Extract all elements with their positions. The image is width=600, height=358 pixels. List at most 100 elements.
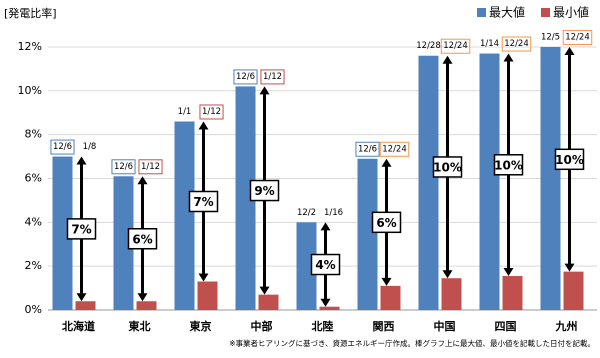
legend-swatch [541, 8, 550, 17]
arrow-head [564, 263, 575, 272]
date-label: 12/6 [114, 162, 133, 172]
bar [174, 121, 195, 310]
date-label: 12/28 [416, 41, 441, 51]
arrow-head [442, 55, 453, 64]
date-label: 1/12 [141, 162, 160, 172]
difference-box [249, 179, 280, 202]
arrow-head [442, 270, 453, 279]
x-tick-label: 北陸 [312, 319, 334, 333]
difference-label: 10% [494, 158, 523, 172]
x-tick-label: 中国 [434, 319, 456, 333]
x-tick-label: 四国 [495, 320, 517, 333]
bar [52, 156, 73, 310]
y-axis-title: [発電比率] [4, 6, 57, 20]
date-label: 12/6 [358, 144, 377, 154]
bar [75, 301, 96, 310]
date-label: 1/12 [263, 72, 282, 82]
date-box [111, 159, 136, 175]
arrow-head [198, 273, 209, 282]
date-label: 1/12 [202, 107, 221, 117]
arrow-head [320, 222, 331, 231]
arrow-head [381, 277, 392, 286]
difference-label: 4% [315, 258, 335, 272]
date-box [138, 159, 163, 175]
bar [502, 276, 523, 310]
x-tick-label: 九州 [555, 319, 578, 333]
x-tick-label: 東北 [129, 319, 151, 333]
bar [296, 222, 317, 310]
bar [258, 294, 279, 310]
difference-box [371, 211, 402, 234]
arrow-head [503, 268, 514, 277]
difference-box [310, 253, 341, 276]
bar [319, 306, 340, 310]
legend-label: 最大値 [489, 5, 525, 20]
bar [380, 285, 401, 310]
date-box [562, 29, 593, 45]
date-box [355, 141, 380, 157]
date-box [379, 141, 410, 157]
x-tick-label: 東京 [190, 319, 212, 333]
date-box [233, 69, 258, 85]
date-label: 12/6 [236, 72, 255, 82]
y-tick-label: 0% [25, 303, 42, 316]
x-tick-label: 北海道 [62, 319, 95, 333]
y-tick-label: 2% [25, 259, 42, 272]
arrow-head [564, 46, 575, 55]
bar [441, 278, 462, 310]
bar [197, 281, 218, 310]
arrow-head [76, 293, 87, 302]
date-label: 1/16 [324, 208, 343, 218]
difference-box [493, 154, 524, 176]
bar [418, 55, 439, 311]
arrow-head [381, 158, 392, 167]
date-label: 1/8 [83, 142, 97, 152]
legend-swatch [477, 8, 486, 17]
difference-label: 6% [132, 232, 152, 246]
difference-label: 7% [193, 195, 213, 209]
difference-label: 6% [376, 216, 396, 230]
difference-box [188, 190, 219, 213]
arrow-head [503, 53, 514, 62]
bar [235, 86, 256, 310]
difference-box [66, 218, 97, 240]
difference-label: 10% [433, 160, 462, 174]
bar [479, 53, 500, 310]
bar [563, 271, 584, 310]
date-label: 12/24 [443, 41, 468, 51]
y-tick-label: 10% [18, 84, 42, 97]
y-tick-label: 12% [18, 40, 42, 53]
difference-box [554, 148, 585, 171]
arrow-head [198, 121, 209, 130]
date-label: 12/24 [565, 32, 590, 42]
arrow-head [137, 176, 148, 185]
arrow-head [76, 156, 87, 165]
date-box [260, 69, 285, 85]
date-box [199, 104, 224, 120]
arrow-head [137, 293, 148, 302]
y-tick-label: 4% [25, 215, 42, 228]
difference-box [432, 156, 463, 178]
x-tick-label: 関西 [373, 320, 395, 333]
date-label: 12/2 [297, 208, 316, 218]
date-label: 1/1 [178, 107, 192, 117]
arrow-head [259, 286, 270, 295]
date-box [501, 36, 532, 52]
bar [136, 301, 157, 310]
date-label: 12/24 [504, 39, 529, 49]
arrow-head [320, 298, 331, 307]
arrow-head [259, 86, 270, 95]
date-label: 12/5 [541, 32, 560, 42]
y-tick-label: 6% [25, 171, 42, 184]
date-box [50, 139, 75, 155]
date-box [440, 38, 471, 54]
date-label: 1/14 [480, 39, 499, 49]
footnote: ※事業者ヒアリングに基づき、資源エネルギー庁作成。棒グラフ上に最大値、最小値を記… [229, 338, 595, 348]
date-label: 12/24 [382, 144, 407, 154]
bar [540, 46, 561, 311]
x-tick-label: 中部 [251, 319, 273, 333]
legend-label: 最小値 [553, 5, 589, 20]
difference-label: 10% [555, 153, 584, 167]
